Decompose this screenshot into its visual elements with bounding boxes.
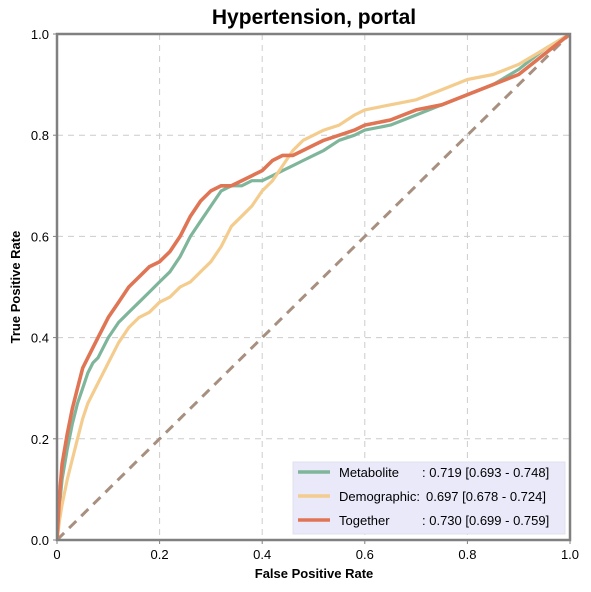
- x-tick-label: 0: [53, 547, 60, 562]
- y-tick-label: 0.6: [31, 229, 49, 244]
- legend: Metabolite : 0.719 [0.693 - 0.748]Demogra…: [292, 461, 566, 535]
- plot-frame: [55, 32, 572, 542]
- chart-title: Hypertension, portal: [212, 6, 416, 29]
- x-axis-label: False Positive Rate: [255, 566, 374, 581]
- legend-value-together: : 0.730 [0.699 - 0.759]: [422, 513, 549, 528]
- y-axis-label: True Positive Rate: [8, 231, 23, 344]
- legend-label-metabolite: Metabolite: [339, 465, 399, 480]
- y-tick-label: 0.8: [31, 128, 49, 143]
- series-line-demographic: [57, 34, 570, 540]
- y-tick-label: 0.2: [31, 432, 49, 447]
- x-tick-label: 1.0: [561, 547, 579, 562]
- legend-box: [292, 461, 566, 535]
- x-tick-label: 0.4: [253, 547, 271, 562]
- series-line-together: [57, 34, 570, 540]
- y-tick-label: 1.0: [31, 27, 49, 42]
- legend-value-demographic: 0.697 [0.678 - 0.724]: [426, 489, 546, 504]
- legend-value-metabolite: : 0.719 [0.693 - 0.748]: [422, 465, 549, 480]
- y-tick-label: 0.0: [31, 533, 49, 548]
- legend-label-together: Together: [339, 513, 390, 528]
- x-tick-label: 0.6: [356, 547, 374, 562]
- x-tick-label: 0.8: [458, 547, 476, 562]
- y-tick-label: 0.4: [31, 331, 49, 346]
- x-tick-label: 0.2: [151, 547, 169, 562]
- legend-label-demographic: Demographic:: [339, 489, 420, 504]
- series-line-metabolite: [57, 34, 570, 540]
- chance-line: [57, 34, 570, 540]
